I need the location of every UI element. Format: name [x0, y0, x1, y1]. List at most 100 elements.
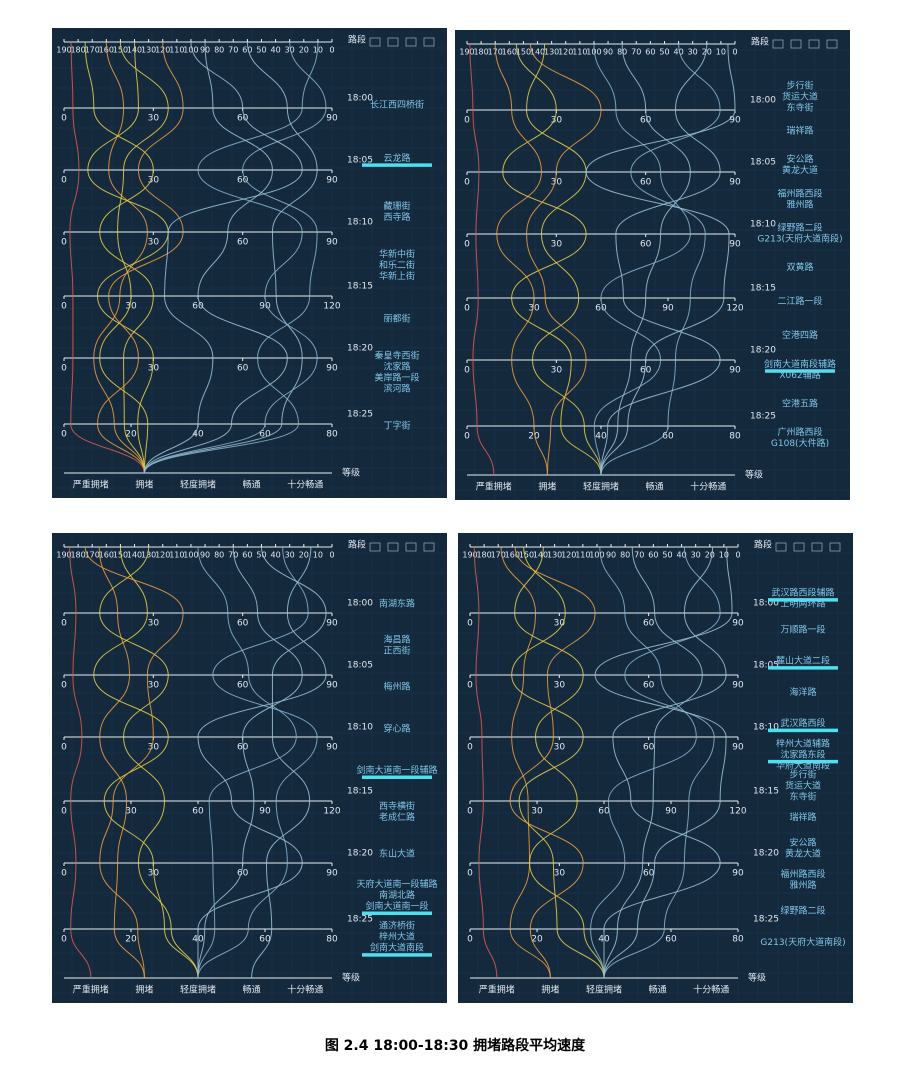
road-label: 步行街 [786, 80, 813, 92]
time-tick-label: 60 [259, 935, 271, 945]
grade-label: 拥堵 [541, 984, 559, 996]
time-tick-label: 20 [528, 432, 540, 442]
time-tick-label: 0 [61, 302, 67, 312]
top-tick-label: 60 [242, 551, 252, 560]
data-line [526, 43, 602, 476]
time-tick-label: 90 [259, 807, 271, 817]
grade-label: 拥堵 [135, 984, 153, 996]
time-tick-label: 30 [148, 176, 160, 186]
top-tick-label: 40 [270, 551, 280, 560]
top-axis-name: 路段 [754, 539, 772, 551]
data-line [98, 546, 145, 979]
top-tick-label: 90 [603, 48, 613, 57]
time-axis-name: 18:25 [753, 915, 779, 925]
top-tick-label: 80 [214, 46, 224, 55]
highlight-bar [768, 598, 838, 602]
top-axis-name: 路段 [751, 36, 769, 48]
time-tick-label: 60 [643, 743, 655, 753]
road-label: 福州路西段 [777, 187, 822, 199]
road-label: 老成仁路 [379, 811, 415, 823]
grade-label: 拥堵 [135, 479, 153, 491]
time-tick-label: 0 [61, 238, 67, 248]
highlight-bar [768, 666, 838, 670]
data-line [469, 43, 495, 476]
road-label: 梅州路 [383, 681, 410, 693]
time-tick-label: 90 [732, 869, 744, 879]
data-line [69, 41, 145, 474]
time-tick-label: 90 [729, 240, 741, 250]
top-tick-label: 110 [572, 48, 587, 57]
grade-label: 严重拥堵 [73, 479, 109, 491]
data-line [99, 546, 199, 979]
grade-label: 畅通 [243, 984, 261, 996]
top-tick-label: 40 [673, 48, 683, 57]
road-label: 正西街 [383, 645, 410, 657]
time-tick-label: 0 [464, 116, 470, 126]
time-tick-label: 30 [148, 364, 160, 374]
top-tick-label: 170 [85, 551, 100, 560]
time-tick-label: 60 [643, 681, 655, 691]
road-label: 海昌路 [383, 634, 410, 646]
data-line [143, 41, 288, 474]
road-label: 和乐二街 [379, 259, 415, 271]
road-label: 步行街 [789, 769, 816, 781]
time-tick-label: 0 [61, 681, 67, 691]
time-tick-label: 90 [665, 807, 677, 817]
top-axis-name: 路段 [348, 539, 366, 551]
road-label: 东寺街 [786, 102, 813, 114]
top-tick-label: 60 [645, 48, 655, 57]
road-label: G108(大件路) [771, 437, 829, 449]
top-tick-label: 70 [634, 551, 644, 560]
time-tick-label: 60 [237, 114, 249, 124]
toolbox-icon [405, 37, 417, 47]
data-line [93, 41, 148, 474]
time-tick-label: 0 [464, 432, 470, 442]
road-label: 上明两环路 [780, 598, 825, 610]
time-axis-name: 18:10 [347, 723, 373, 733]
top-tick-label: 120 [558, 48, 573, 57]
time-tick-label: 60 [640, 240, 652, 250]
top-tick-label: 160 [505, 551, 520, 560]
top-tick-label: 170 [491, 551, 506, 560]
time-tick-label: 80 [326, 430, 338, 440]
top-tick-label: 100 [589, 551, 604, 560]
toolbox-icon [423, 37, 435, 47]
grade-axis-name: 等级 [748, 972, 766, 984]
road-label: 华新中街 [379, 248, 415, 260]
time-tick-label: 20 [125, 430, 137, 440]
top-tick-label: 100 [183, 551, 198, 560]
time-axis-name: 18:20 [753, 849, 779, 859]
time-tick-label: 0 [61, 619, 67, 629]
time-tick-label: 0 [61, 364, 67, 374]
time-tick-label: 0 [61, 114, 67, 124]
time-axis-name: 18:15 [347, 787, 373, 797]
data-line [594, 546, 733, 979]
time-tick-label: 30 [125, 807, 137, 817]
toolbox-icon [772, 39, 784, 49]
road-label: 南湖东路 [379, 597, 415, 609]
time-tick-label: 60 [237, 364, 249, 374]
road-label: 丽都街 [383, 313, 410, 325]
toolbox-icon [369, 542, 381, 552]
time-tick-label: 60 [595, 304, 607, 314]
highlight-bar [362, 775, 432, 779]
road-label: 东山大道 [379, 847, 415, 859]
grade-label: 轻度拥堵 [180, 984, 216, 996]
highlight-bar [362, 163, 432, 167]
time-tick-label: 0 [464, 178, 470, 188]
top-tick-label: 130 [141, 46, 156, 55]
time-axis-name: 18:10 [750, 220, 776, 230]
grade-label: 拥堵 [538, 481, 556, 493]
top-tick-label: 160 [99, 551, 114, 560]
data-line [603, 546, 721, 979]
top-tick-label: 50 [256, 551, 266, 560]
time-axis-name: 18:00 [750, 96, 776, 106]
top-tick-label: 10 [313, 551, 323, 560]
time-tick-label: 120 [323, 807, 340, 817]
top-tick-label: 110 [169, 551, 184, 560]
time-tick-label: 90 [729, 178, 741, 188]
grade-label: 轻度拥堵 [583, 481, 619, 493]
data-line [143, 41, 303, 474]
